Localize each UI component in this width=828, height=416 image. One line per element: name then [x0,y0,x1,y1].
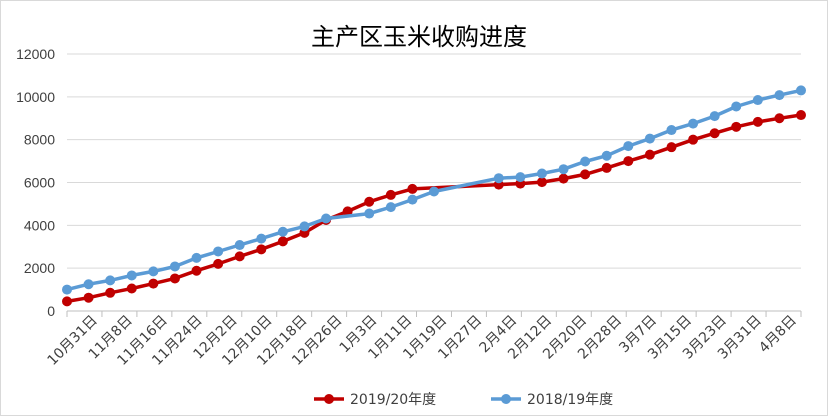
data-point [299,221,310,232]
data-point [62,296,72,307]
x-axis: 10月31日11月8日11月16日11月24日12月2日12月10日12月18日… [44,310,802,369]
data-point [731,101,742,112]
data-point [688,118,699,129]
legend-item: 2018/19年度 [491,392,613,408]
data-point [515,172,526,183]
y-tick-label: 2000 [24,260,55,276]
y-tick-label: 6000 [24,175,55,191]
gridlines [67,53,801,269]
y-tick-label: 12000 [16,46,55,62]
data-point [277,236,288,247]
data-point [644,149,655,160]
data-point [601,162,612,173]
data-point [752,116,763,127]
data-point [364,196,375,207]
data-point [169,273,180,284]
chart-title: 主产区玉米收购进度 [311,23,527,51]
data-point [666,125,677,136]
x-tick-label: 10月31日 [44,313,100,369]
data-point [429,186,439,197]
data-point [277,226,288,237]
data-point [407,194,418,205]
data-point [169,261,180,272]
y-tick-label: 8000 [24,132,55,148]
series-layer [62,85,806,307]
y-axis: 0 2000 4000 6000 8000 10000 12000 [16,46,55,319]
data-point [105,287,116,298]
data-point [752,95,763,106]
y-tick-label: 4000 [24,217,55,233]
data-point [493,173,504,184]
data-point [62,284,72,295]
data-point [731,121,742,132]
data-point [601,150,612,161]
data-point [407,183,418,194]
legend-label: 2018/19年度 [527,392,613,408]
y-tick-label: 0 [47,303,55,319]
data-point [580,169,591,180]
data-point [256,244,267,255]
data-point [796,85,806,96]
data-point [536,177,547,188]
legend-swatch-marker [501,394,511,404]
data-point [126,270,137,281]
legend-swatch-marker [324,394,334,404]
data-point [256,233,267,244]
data-point [644,133,655,144]
data-point [558,164,569,175]
data-point [148,266,159,277]
data-point [774,113,785,124]
data-point [623,156,634,167]
data-point [126,283,137,294]
data-point [148,278,159,289]
data-point [709,128,720,139]
data-point [688,134,699,145]
data-point [385,189,396,200]
data-point [213,246,224,257]
data-point [796,110,806,121]
data-point [83,279,94,290]
data-point [580,156,591,167]
data-point [234,251,245,262]
y-tick-label: 10000 [16,89,55,105]
data-point [558,173,569,184]
data-point [191,265,202,276]
data-point [213,258,224,269]
data-point [234,240,245,251]
data-point [385,202,396,213]
series-1 [62,110,806,307]
data-point [774,90,785,101]
data-point [83,292,94,303]
data-point [105,275,116,286]
legend: 2019/20年度 2018/19年度 [314,392,613,408]
data-point [536,168,547,179]
legend-item: 2019/20年度 [314,392,436,408]
data-point [342,206,353,217]
x-tick-label: 4月8日 [756,313,800,357]
data-point [623,141,634,152]
data-point [709,111,720,122]
legend-label: 2019/20年度 [350,392,436,408]
series-2 [62,85,806,295]
data-point [191,252,202,263]
data-point [364,208,375,219]
data-point [666,142,677,153]
data-point [321,213,332,224]
